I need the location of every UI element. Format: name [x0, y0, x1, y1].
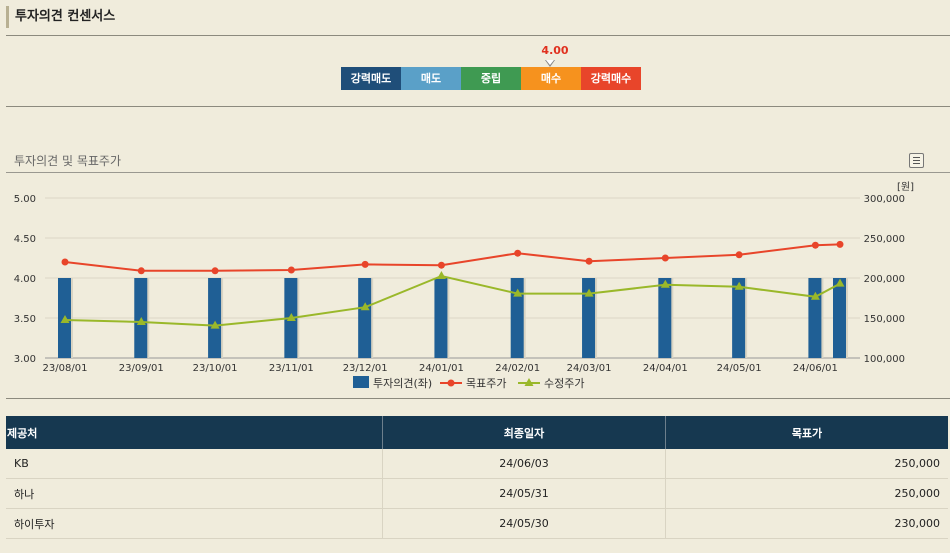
x-tick-label: 24/04/01 — [643, 363, 688, 374]
adjusted-price-line — [64, 274, 841, 327]
x-tick-label: 24/01/01 — [419, 363, 464, 374]
x-tick-label: 24/03/01 — [567, 363, 612, 374]
bar — [833, 278, 846, 358]
legend-adjusted-marker — [524, 378, 534, 386]
left-tick-label: 4.50 — [14, 234, 36, 245]
cell-date: 24/05/30 — [382, 508, 666, 539]
x-tick-label: 23/08/01 — [43, 363, 88, 374]
bar — [510, 278, 524, 358]
cell-date: 24/06/03 — [382, 449, 666, 479]
header-target-price[interactable]: 목표가 — [665, 416, 948, 449]
left-tick-label: 3.00 — [14, 354, 36, 365]
opinion-marker-value: 4.00 — [541, 44, 569, 57]
x-tick-label: 24/05/01 — [717, 363, 762, 374]
legend-target-marker — [447, 379, 455, 387]
bar — [358, 278, 372, 358]
target-price-point — [361, 260, 369, 268]
adjusted-price-point — [513, 288, 523, 297]
adjusted-price-point — [835, 278, 845, 287]
header-provider[interactable]: 제공처 — [6, 416, 383, 449]
right-tick-label: 250,000 — [864, 234, 905, 245]
right-tick-label: 300,000 — [864, 194, 905, 205]
target-price-point — [137, 267, 145, 275]
target-price-point — [211, 267, 219, 275]
adjusted-price-point — [136, 317, 146, 325]
right-tick-label: 100,000 — [864, 354, 905, 365]
adjusted-price-point — [360, 302, 370, 311]
table-row: 하나 24/05/31 250,000 — [6, 478, 948, 509]
opinion-target-price-chart: 3.00 3.50 4.00 4.50 5.00 100,000 150,000 200,00… — [14, 181, 914, 390]
left-tick-label: 3.50 — [14, 314, 36, 325]
cell-target-price: 250,000 — [665, 449, 948, 479]
page-title: 투자의견 컨센서스 — [6, 6, 115, 28]
target-price-point — [811, 241, 819, 249]
right-tick-label: 150,000 — [864, 314, 905, 325]
x-tick-label: 24/06/01 — [793, 363, 838, 374]
target-price-point — [61, 258, 69, 266]
chart-title: 투자의견 및 목표주가 — [14, 154, 121, 168]
target-price-point — [661, 254, 669, 262]
target-price-point — [437, 261, 445, 269]
target-price-point — [585, 257, 593, 265]
left-tick-label: 4.00 — [14, 274, 36, 285]
adjusted-price-point — [210, 320, 220, 329]
provider-table: 제공처 최종일자 목표가 KB 24/06/03 250,000 하나 24/0… — [6, 416, 948, 539]
legend-target-label: 목표주가 — [466, 377, 506, 390]
bar — [582, 278, 596, 358]
right-tick-label: 200,000 — [864, 274, 905, 285]
cell-target-price: 250,000 — [665, 478, 948, 509]
x-tick-label: 23/09/01 — [119, 363, 164, 374]
adjusted-price-point — [286, 313, 296, 321]
menu-icon[interactable] — [909, 153, 924, 168]
opinion-marker-icon-inner — [546, 60, 554, 65]
right-axis-unit: [원] — [897, 181, 914, 193]
target-price-point — [735, 251, 743, 259]
divider — [6, 398, 950, 399]
legend-bar-swatch — [353, 376, 369, 388]
divider — [6, 35, 950, 36]
divider — [6, 106, 950, 107]
target-price-point — [514, 249, 522, 257]
bar — [732, 278, 746, 358]
legend-adjusted-label: 수정주가 — [544, 377, 584, 390]
cell-provider: 하이투자 — [6, 508, 383, 539]
adjusted-price-point — [436, 271, 446, 279]
adjusted-price-point — [734, 281, 744, 290]
table-row: 하이투자 24/05/30 230,000 — [6, 508, 948, 539]
x-tick-label: 23/10/01 — [193, 363, 238, 374]
adjusted-price-point — [584, 288, 594, 297]
adjusted-price-point — [660, 279, 670, 288]
divider — [6, 172, 950, 173]
legend-bar-label: 투자의견(좌) — [373, 377, 432, 390]
opinion-scale-item: 강력매도 — [341, 67, 401, 90]
left-tick-label: 5.00 — [14, 194, 36, 205]
cell-provider: KB — [6, 449, 383, 479]
cell-provider: 하나 — [6, 478, 383, 509]
opinion-scale-item: 중립 — [461, 67, 521, 90]
cell-target-price: 230,000 — [665, 508, 948, 539]
opinion-scale-item: 매도 — [401, 67, 461, 90]
opinion-scale: 강력매도 매도 중립 매수 강력매수 — [341, 67, 641, 90]
table-row: KB 24/06/03 250,000 — [6, 449, 948, 479]
opinion-scale-item: 강력매수 — [581, 67, 641, 90]
bar — [434, 278, 448, 358]
bar — [208, 278, 222, 358]
target-price-point — [836, 240, 844, 248]
target-price-line — [64, 243, 841, 272]
opinion-scale-item: 매수 — [521, 67, 581, 90]
x-tick-label: 24/02/01 — [495, 363, 540, 374]
header-date[interactable]: 최종일자 — [382, 416, 666, 449]
adjusted-price-point — [60, 315, 70, 323]
x-tick-label: 23/11/01 — [269, 363, 314, 374]
adjusted-price-point — [810, 291, 820, 300]
x-tick-label: 23/12/01 — [343, 363, 388, 374]
bar — [808, 278, 822, 358]
bar — [658, 278, 672, 358]
target-price-point — [287, 266, 295, 274]
cell-date: 24/05/31 — [382, 478, 666, 509]
